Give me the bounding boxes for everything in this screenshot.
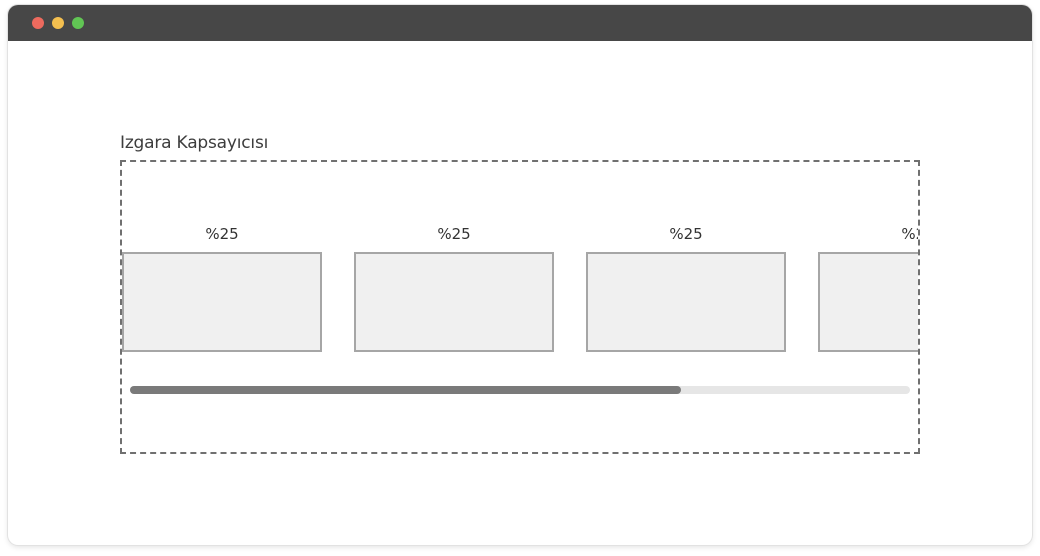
grid-item-box bbox=[818, 252, 918, 352]
grid-container-label: Izgara Kapsayıcısı bbox=[120, 133, 269, 153]
grid-item: %25 bbox=[586, 162, 786, 362]
window-titlebar bbox=[8, 5, 1032, 41]
grid-item: %25 bbox=[122, 162, 322, 362]
browser-window: Izgara Kapsayıcısı %25 %25 %25 %25 bbox=[8, 5, 1032, 545]
horizontal-scrollbar-track[interactable] bbox=[130, 386, 910, 394]
grid-item-width-label: %25 bbox=[901, 225, 918, 243]
grid-item-box bbox=[122, 252, 322, 352]
grid-container[interactable]: %25 %25 %25 %25 bbox=[120, 160, 920, 454]
close-window-button[interactable] bbox=[32, 17, 44, 29]
grid-item-box bbox=[354, 252, 554, 352]
grid-item-width-label: %25 bbox=[437, 225, 471, 243]
horizontal-scrollbar-thumb[interactable] bbox=[130, 386, 681, 394]
grid-item-width-label: %25 bbox=[205, 225, 239, 243]
grid-item: %25 bbox=[354, 162, 554, 362]
maximize-window-button[interactable] bbox=[72, 17, 84, 29]
grid-item: %25 bbox=[818, 162, 918, 362]
grid-item-box bbox=[586, 252, 786, 352]
grid-item-width-label: %25 bbox=[669, 225, 703, 243]
minimize-window-button[interactable] bbox=[52, 17, 64, 29]
